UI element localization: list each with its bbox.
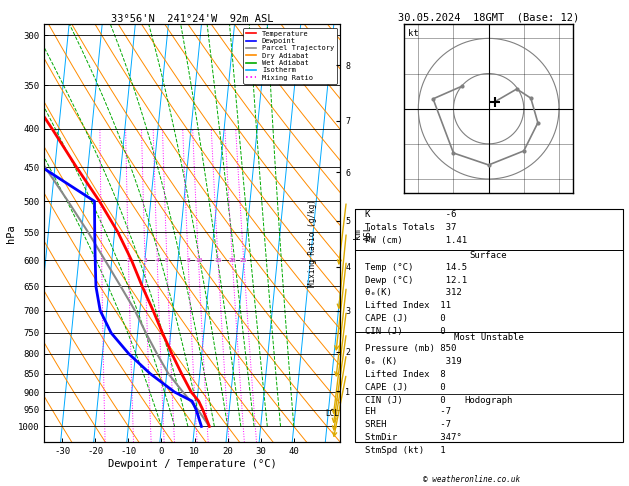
- Text: Pressure (mb) 850: Pressure (mb) 850: [365, 345, 457, 353]
- Text: Hodograph: Hodograph: [464, 396, 513, 405]
- Text: θₑ (K)         319: θₑ (K) 319: [365, 357, 462, 366]
- Text: 1: 1: [100, 258, 104, 263]
- Bar: [355, 250, 623, 331]
- Title: 30.05.2024  18GMT  (Base: 12): 30.05.2024 18GMT (Base: 12): [398, 12, 579, 22]
- Y-axis label: km
ASL: km ASL: [353, 225, 372, 242]
- Text: 8: 8: [186, 258, 190, 263]
- Bar: [355, 331, 623, 395]
- Text: CIN (J)       0: CIN (J) 0: [365, 396, 446, 405]
- Text: LCL: LCL: [326, 409, 340, 417]
- Text: 25: 25: [240, 258, 247, 263]
- Text: 3: 3: [143, 258, 147, 263]
- Text: CAPE (J)      0: CAPE (J) 0: [365, 383, 446, 392]
- Text: StmSpd (kt)   1: StmSpd (kt) 1: [365, 446, 446, 455]
- Text: SREH          -7: SREH -7: [365, 420, 451, 429]
- Text: θₑ(K)          312: θₑ(K) 312: [365, 288, 462, 297]
- Text: CIN (J)       0: CIN (J) 0: [365, 327, 446, 336]
- Text: Most Unstable: Most Unstable: [454, 333, 523, 342]
- Text: 20: 20: [228, 258, 236, 263]
- Text: Temp (°C)      14.5: Temp (°C) 14.5: [365, 263, 467, 272]
- Text: CAPE (J)      0: CAPE (J) 0: [365, 314, 446, 323]
- Text: K              -6: K -6: [365, 210, 457, 219]
- Text: 4: 4: [155, 258, 159, 263]
- X-axis label: Dewpoint / Temperature (°C): Dewpoint / Temperature (°C): [108, 459, 277, 469]
- Text: Lifted Index  11: Lifted Index 11: [365, 301, 451, 310]
- Text: EH            -7: EH -7: [365, 407, 451, 417]
- Text: kt: kt: [408, 29, 418, 38]
- Text: Lifted Index  8: Lifted Index 8: [365, 370, 446, 379]
- Y-axis label: hPa: hPa: [6, 224, 16, 243]
- Text: StmDir        347°: StmDir 347°: [365, 433, 462, 442]
- Text: 10: 10: [195, 258, 203, 263]
- Text: Dewp (°C)      12.1: Dewp (°C) 12.1: [365, 276, 467, 285]
- Title: 33°56'N  241°24'W  92m ASL: 33°56'N 241°24'W 92m ASL: [111, 14, 274, 23]
- Text: 15: 15: [214, 258, 222, 263]
- Text: PW (cm)        1.41: PW (cm) 1.41: [365, 236, 467, 245]
- Bar: [355, 209, 623, 250]
- Text: 2: 2: [126, 258, 130, 263]
- Text: 5: 5: [165, 258, 169, 263]
- Text: Surface: Surface: [470, 251, 508, 260]
- Legend: Temperature, Dewpoint, Parcel Trajectory, Dry Adiabat, Wet Adiabat, Isotherm, Mi: Temperature, Dewpoint, Parcel Trajectory…: [243, 28, 337, 84]
- Text: Mixing Ratio (g/kg): Mixing Ratio (g/kg): [308, 199, 317, 287]
- Text: Totals Totals  37: Totals Totals 37: [365, 223, 457, 232]
- Text: © weatheronline.co.uk: © weatheronline.co.uk: [423, 474, 520, 484]
